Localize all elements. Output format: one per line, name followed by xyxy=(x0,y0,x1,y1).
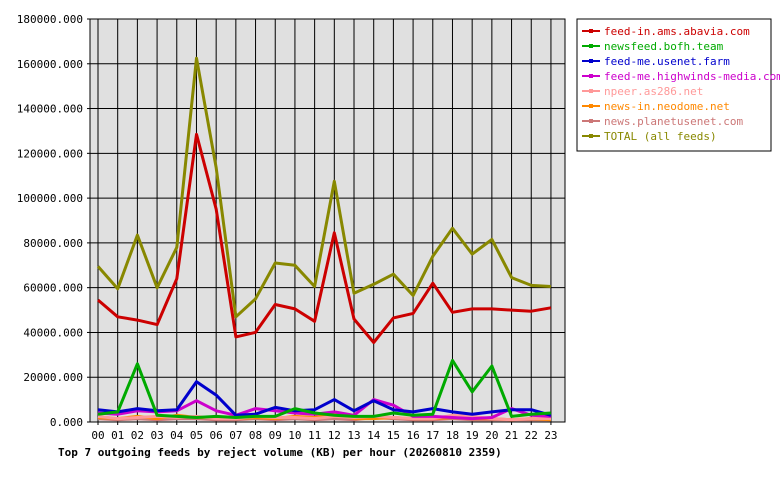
series-line xyxy=(97,132,552,344)
y-tick-label: 120000.000 xyxy=(17,147,83,160)
x-tick-label: 23 xyxy=(544,429,557,442)
y-tick-label: 20000.000 xyxy=(23,371,83,384)
x-tick-label: 21 xyxy=(505,429,518,442)
x-tick-label: 13 xyxy=(347,429,360,442)
x-tick-label: 17 xyxy=(426,429,439,442)
legend-label: npeer.as286.net xyxy=(604,85,703,98)
x-tick-label: 20 xyxy=(485,429,498,442)
x-tick-label: 09 xyxy=(269,429,282,442)
x-tick-label: 10 xyxy=(288,429,301,442)
legend-label: news.planetusenet.com xyxy=(604,115,743,128)
y-tick-label: 100000.000 xyxy=(17,192,83,205)
legend-label: newsfeed.bofh.team xyxy=(604,40,724,53)
series-line xyxy=(97,358,551,419)
legend-marker xyxy=(589,44,593,48)
x-tick-label: 14 xyxy=(367,429,381,442)
x-tick-label: 00 xyxy=(91,429,104,442)
legend-marker xyxy=(589,89,593,93)
x-tick-label: 01 xyxy=(111,429,124,442)
y-tick-label: 140000.000 xyxy=(17,103,83,116)
y-tick-label: 80000.000 xyxy=(23,237,83,250)
x-tick-label: 22 xyxy=(525,429,538,442)
x-tick-label: 19 xyxy=(466,429,479,442)
chart-title: Top 7 outgoing feeds by reject volume (K… xyxy=(58,446,502,459)
legend-marker xyxy=(589,29,593,33)
legend-marker xyxy=(589,119,593,123)
y-tick-label: 0.000 xyxy=(50,416,83,429)
x-tick-label: 03 xyxy=(150,429,163,442)
x-tick-label: 08 xyxy=(249,429,262,442)
x-tick-label: 11 xyxy=(308,429,321,442)
x-tick-label: 16 xyxy=(406,429,419,442)
legend-marker xyxy=(589,74,593,78)
x-tick-label: 06 xyxy=(210,429,223,442)
legend-label: TOTAL (all feeds) xyxy=(604,130,717,143)
legend-label: feed-me.usenet.farm xyxy=(604,55,730,68)
legend: feed-in.ams.abavia.com newsfeed.bofh.team… xyxy=(576,18,780,152)
legend-box xyxy=(576,18,772,152)
grid xyxy=(90,19,565,422)
x-tick-label: 02 xyxy=(131,429,144,442)
series-line xyxy=(97,380,552,417)
y-tick-label: 180000.000 xyxy=(17,13,83,26)
y-tick-label: 160000.000 xyxy=(17,58,83,71)
x-axis-ticks: 00 01 02 03 04 05 06 07 08 09 10 11 12 13 14 15 16 17 18 19… xyxy=(91,422,558,442)
x-tick-label: 15 xyxy=(387,429,400,442)
legend-label: feed-in.ams.abavia.com xyxy=(604,25,750,38)
y-axis-ticks: 0.000 20000.000 40000.000 60000.000 80000.00… xyxy=(17,13,90,429)
series-line xyxy=(96,56,551,319)
series-lines xyxy=(96,56,552,422)
x-tick-label: 18 xyxy=(446,429,459,442)
legend-marker xyxy=(589,134,593,138)
y-tick-label: 60000.000 xyxy=(23,282,83,295)
legend-label: feed-me.highwinds-media.com xyxy=(604,70,780,83)
legend-marker xyxy=(589,59,593,63)
y-tick-label: 40000.000 xyxy=(23,326,83,339)
legend-marker xyxy=(589,104,593,108)
x-tick-label: 12 xyxy=(328,429,341,442)
x-tick-label: 04 xyxy=(170,429,184,442)
legend-label: news-in.neodome.net xyxy=(604,100,730,113)
x-tick-label: 05 xyxy=(190,429,203,442)
x-tick-label: 07 xyxy=(229,429,242,442)
